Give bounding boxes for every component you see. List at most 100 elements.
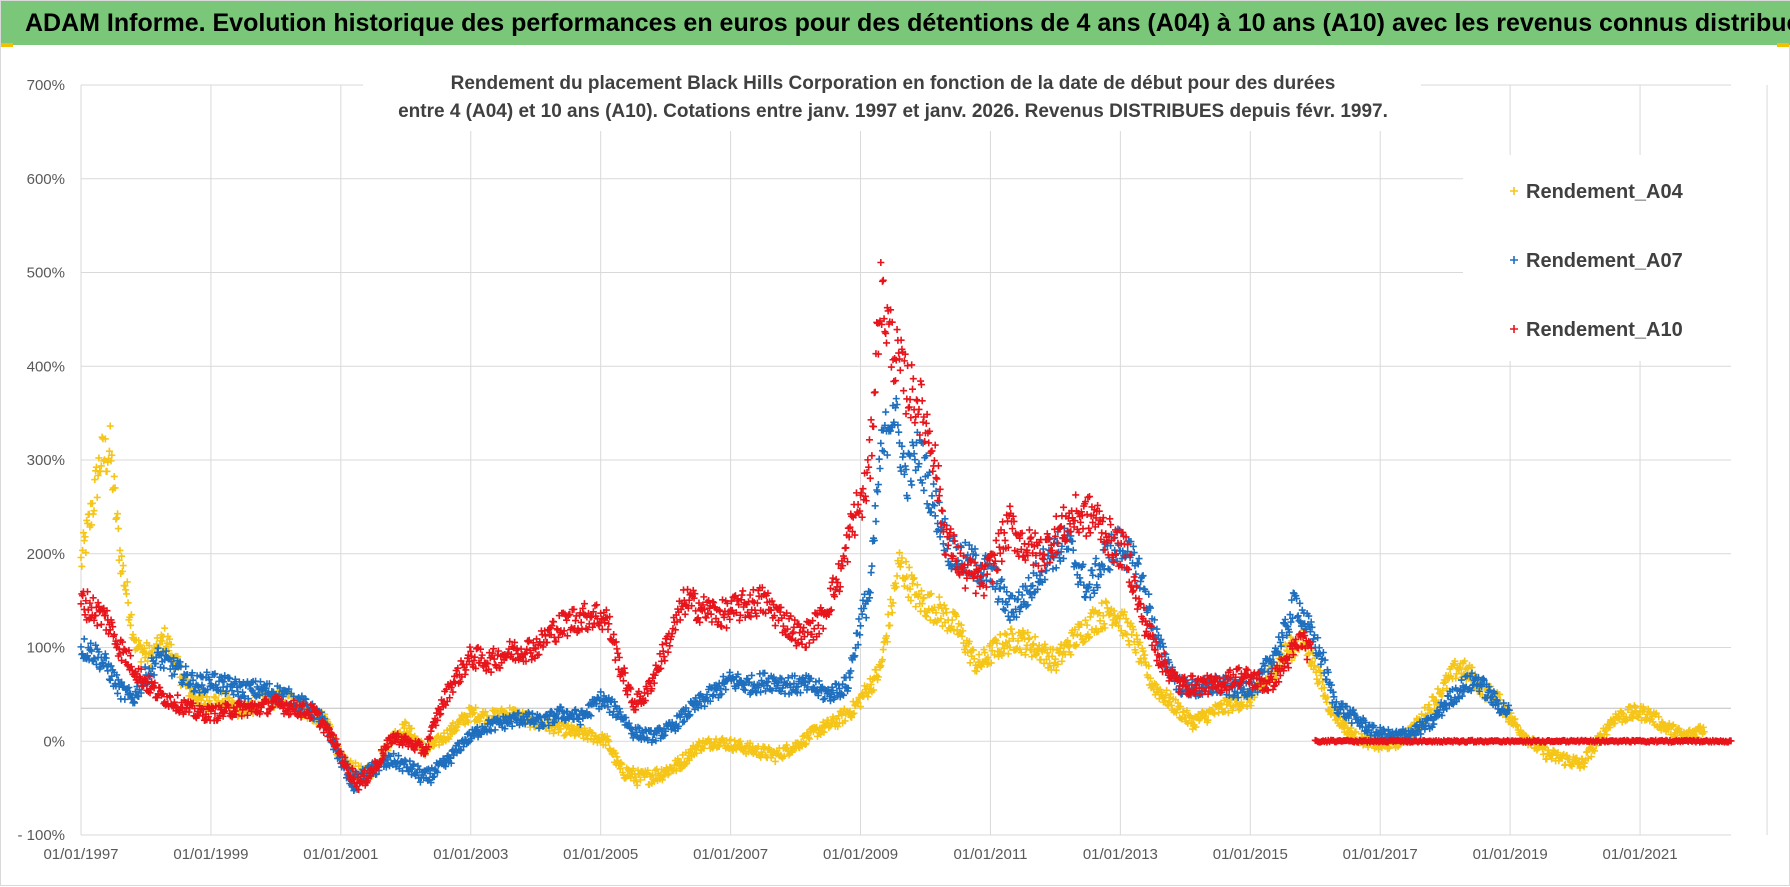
data-point <box>877 465 884 472</box>
data-point <box>182 663 189 670</box>
x-tick-label: 01/01/2019 <box>1473 846 1548 863</box>
data-point <box>914 581 921 588</box>
x-tick-label: 01/01/2007 <box>693 846 768 863</box>
y-tick-label: 400% <box>27 358 65 375</box>
data-point <box>114 510 121 517</box>
data-point <box>868 563 875 570</box>
data-point <box>939 508 946 515</box>
data-point <box>604 626 611 633</box>
data-point <box>1084 622 1091 629</box>
x-tick-label: 01/01/2003 <box>433 846 508 863</box>
data-point <box>925 439 932 446</box>
data-point <box>116 547 123 554</box>
data-point <box>866 436 873 443</box>
data-point <box>1025 636 1032 643</box>
data-point <box>893 395 900 402</box>
data-point <box>1106 566 1113 573</box>
data-point <box>879 447 886 454</box>
data-point <box>919 397 926 404</box>
x-tick-label: 01/01/1999 <box>173 846 248 863</box>
data-point <box>1092 560 1099 567</box>
data-point <box>682 611 689 618</box>
data-point <box>81 635 88 642</box>
data-point <box>138 658 145 665</box>
data-point <box>82 533 89 540</box>
data-point <box>1125 637 1132 644</box>
data-point <box>962 585 969 592</box>
data-point <box>935 462 942 469</box>
x-tick-label: 01/01/1997 <box>43 846 118 863</box>
data-point <box>127 622 134 629</box>
data-point <box>113 514 120 521</box>
data-point <box>865 464 872 471</box>
data-point <box>1065 546 1072 553</box>
data-point <box>868 416 875 423</box>
data-point <box>862 493 869 500</box>
data-point <box>940 540 947 547</box>
data-point <box>842 544 849 551</box>
data-point <box>997 631 1004 638</box>
data-point <box>605 620 612 627</box>
data-point <box>78 554 85 561</box>
x-tick-label: 01/01/2017 <box>1343 846 1418 863</box>
data-point <box>581 600 588 607</box>
data-point <box>888 364 895 371</box>
data-point <box>1027 535 1034 542</box>
y-tick-label: 200% <box>27 546 65 563</box>
data-point <box>1103 599 1110 606</box>
series-Rendement_A04 <box>78 423 1708 789</box>
data-point <box>910 375 917 382</box>
data-point <box>466 644 473 651</box>
data-point <box>111 473 118 480</box>
data-point <box>911 419 918 426</box>
data-point <box>892 377 899 384</box>
data-point <box>915 406 922 413</box>
data-point <box>112 516 119 523</box>
data-point <box>908 361 915 368</box>
data-point <box>877 259 884 266</box>
data-point <box>703 614 710 621</box>
data-point <box>722 686 729 693</box>
data-point <box>942 551 949 558</box>
data-point <box>665 649 672 656</box>
data-point <box>78 643 85 650</box>
data-point <box>936 594 943 601</box>
data-point <box>1000 606 1007 613</box>
y-axis-ticks: - 100%0%100%200%300%400%500%600%700% <box>17 77 65 844</box>
banner-title: ADAM Informe. Evolution historique des p… <box>1 1 1790 45</box>
y-tick-label: 100% <box>27 640 65 657</box>
data-point <box>525 638 532 645</box>
data-point <box>929 501 936 508</box>
data-point <box>918 381 925 388</box>
data-point <box>127 652 134 659</box>
x-tick-label: 01/01/2009 <box>823 846 898 863</box>
data-point <box>1003 631 1010 638</box>
data-point <box>1029 582 1036 589</box>
data-point <box>883 339 890 346</box>
data-point <box>427 728 434 735</box>
data-point <box>908 481 915 488</box>
data-point <box>739 587 746 594</box>
data-point <box>613 645 620 652</box>
data-point <box>933 474 940 481</box>
data-point <box>125 599 132 606</box>
data-point <box>980 592 987 599</box>
series-Rendement_A07 <box>78 395 1513 794</box>
data-point <box>1072 643 1079 650</box>
series-Rendement_A10 <box>78 259 1315 793</box>
data-point <box>907 478 914 485</box>
data-point <box>909 386 916 393</box>
data-point <box>1028 534 1035 541</box>
data-point <box>951 609 958 616</box>
data-point <box>924 500 931 507</box>
data-point <box>900 387 907 394</box>
x-tick-label: 01/01/2021 <box>1603 846 1678 863</box>
data-point <box>761 670 768 677</box>
data-point <box>882 409 889 416</box>
data-point <box>895 429 902 436</box>
data-point <box>1087 594 1094 601</box>
x-tick-label: 01/01/2005 <box>563 846 638 863</box>
data-point <box>877 440 884 447</box>
data-point <box>820 696 827 703</box>
